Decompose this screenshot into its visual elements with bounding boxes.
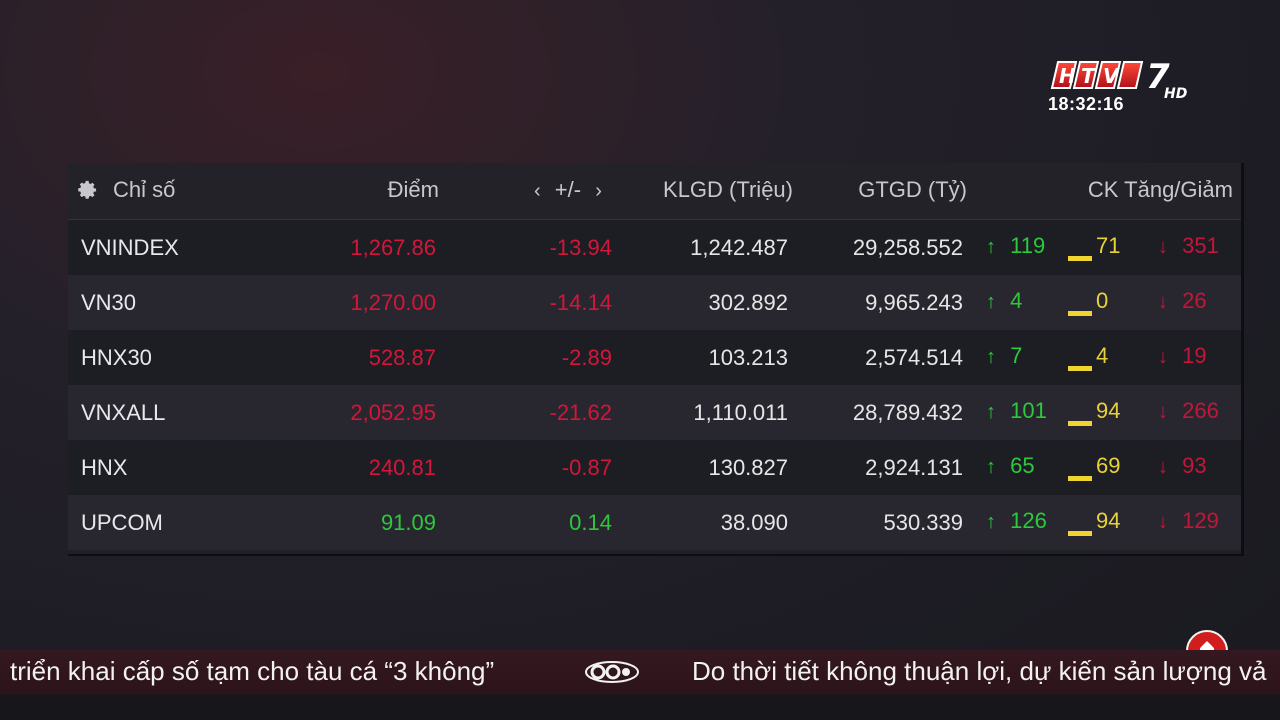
table-row[interactable]: UPCOM 91.09 0.14 38.090 530.339 ↑ 126 94 ↓ 129 xyxy=(68,495,1241,550)
table-row[interactable]: VNINDEX 1,267.86 -13.94 1,242.487 29,258.552… xyxy=(68,220,1241,275)
flat-bar-icon xyxy=(1068,256,1092,261)
trade-value: 2,574.514 xyxy=(865,345,963,370)
decliners: ↓ 351 xyxy=(1158,233,1219,258)
index-name: VNXALL xyxy=(81,400,166,425)
trade-volume: 1,242.487 xyxy=(690,235,788,260)
index-points: 2,052.95 xyxy=(350,400,436,425)
svg-text:7: 7 xyxy=(1146,58,1170,97)
index-points: 1,270.00 xyxy=(350,290,436,315)
advancers: ↑ 7 xyxy=(986,343,1023,368)
chevron-left-icon[interactable]: ‹ xyxy=(534,180,541,202)
index-name: HNX xyxy=(81,455,128,480)
arrow-down-icon: ↓ xyxy=(1158,346,1168,368)
table-header: Chỉ số Điểm ‹ +/- › KLGD (Triệu) GTGD (T… xyxy=(68,163,1241,220)
trade-volume: 103.213 xyxy=(708,345,788,370)
flat-bar-icon xyxy=(1068,476,1092,481)
arrow-down-icon: ↓ xyxy=(1158,401,1168,423)
header-change: ‹ +/- › xyxy=(534,177,602,202)
header-volume: KLGD (Triệu) xyxy=(663,177,793,202)
header-updown: CK Tăng/Giảm xyxy=(1087,177,1233,202)
index-change: -13.94 xyxy=(549,235,612,260)
decliners: ↓ 19 xyxy=(1158,343,1207,368)
arrow-up-icon: ↑ xyxy=(986,511,996,533)
table-row[interactable]: HNX 240.81 -0.87 130.827 2,924.131 ↑ 65 69 ↓ 93 xyxy=(68,440,1241,495)
arrow-up-icon: ↑ xyxy=(986,456,996,478)
advancers: ↑ 65 xyxy=(986,453,1035,478)
ticker-text-right: Do thời tiết không thuận lợi, dự kiến sả… xyxy=(692,656,1267,686)
decliners: ↓ 93 xyxy=(1158,453,1207,478)
broadcast-clock: 18:32:16 xyxy=(1048,94,1125,114)
gear-icon[interactable] xyxy=(77,180,99,202)
header-value: GTGD (Tỷ) xyxy=(858,177,967,202)
index-name: VN30 xyxy=(81,290,137,315)
decliners: ↓ 129 xyxy=(1158,508,1219,533)
advancers: ↑ 4 xyxy=(986,288,1023,313)
index-name: VNINDEX xyxy=(81,235,179,260)
flat-bar-icon xyxy=(1068,311,1092,316)
trade-volume: 1,110.011 xyxy=(693,400,788,425)
index-change: -14.14 xyxy=(549,290,612,315)
arrow-down-icon: ↓ xyxy=(1158,236,1168,258)
trade-value: 530.339 xyxy=(883,510,963,535)
svg-text:H: H xyxy=(1059,64,1076,88)
chevron-right-icon[interactable]: › xyxy=(595,180,602,202)
index-points: 91.09 xyxy=(380,510,436,535)
trade-value: 2,924.131 xyxy=(865,455,963,480)
header-index: Chỉ số xyxy=(113,177,176,202)
table-row[interactable]: HNX30 528.87 -2.89 103.213 2,574.514 ↑ 7 4 ↓ 19 xyxy=(68,330,1241,385)
flat-bar-icon xyxy=(1068,531,1092,536)
trade-volume: 302.892 xyxy=(708,290,788,315)
arrow-up-icon: ↑ xyxy=(986,236,996,258)
htv7-hd-logo: H T V 7 HD xyxy=(1046,58,1196,118)
htv-separator-logo-icon xyxy=(585,661,639,683)
index-name: UPCOM xyxy=(81,510,163,535)
ticker-text-left: triển khai cấp số tạm cho tàu cá “3 khôn… xyxy=(10,656,495,686)
svg-text:T: T xyxy=(1081,64,1096,88)
decliners: ↓ 26 xyxy=(1158,288,1207,313)
index-name: HNX30 xyxy=(81,345,152,370)
flat-bar-icon xyxy=(1068,421,1092,426)
trade-value: 9,965.243 xyxy=(865,290,963,315)
arrow-down-icon: ↓ xyxy=(1158,511,1168,533)
unchanged: 0 xyxy=(1068,288,1108,316)
arrow-up-icon: ↑ xyxy=(986,401,996,423)
arrow-down-icon: ↓ xyxy=(1158,456,1168,478)
index-change: -21.62 xyxy=(549,400,612,425)
unchanged: 4 xyxy=(1068,343,1108,371)
arrow-up-icon: ↑ xyxy=(986,346,996,368)
flat-bar-icon xyxy=(1068,366,1092,371)
bottom-band xyxy=(0,694,1280,720)
svg-text:V: V xyxy=(1103,64,1120,88)
unchanged: 94 xyxy=(1068,508,1120,536)
trade-volume: 130.827 xyxy=(708,455,788,480)
arrow-down-icon: ↓ xyxy=(1158,291,1168,313)
index-points: 240.81 xyxy=(368,455,436,480)
market-index-table: Chỉ số Điểm ‹ +/- › KLGD (Triệu) GTGD (T… xyxy=(68,163,1244,556)
advancers: ↑ 101 xyxy=(986,398,1047,423)
unchanged: 94 xyxy=(1068,398,1120,426)
news-ticker: triển khai cấp số tạm cho tàu cá “3 khôn… xyxy=(0,650,1280,694)
advancers: ↑ 119 xyxy=(986,233,1046,258)
svg-text:HD: HD xyxy=(1164,86,1187,102)
header-points: Điểm xyxy=(387,177,439,202)
table-row[interactable]: VN30 1,270.00 -14.14 302.892 9,965.243 ↑ 4 0 ↓ … xyxy=(68,275,1241,330)
trade-value: 29,258.552 xyxy=(852,235,963,260)
index-change: 0.14 xyxy=(569,510,612,535)
index-change: -2.89 xyxy=(561,345,612,370)
arrow-up-icon: ↑ xyxy=(986,291,996,313)
unchanged: 69 xyxy=(1068,453,1120,481)
index-points: 528.87 xyxy=(368,345,436,370)
table-row[interactable]: VNXALL 2,052.95 -21.62 1,110.011 28,789.432 ↑… xyxy=(68,385,1241,440)
index-points: 1,267.86 xyxy=(350,235,436,260)
decliners: ↓ 266 xyxy=(1158,398,1219,423)
advancers: ↑ 126 xyxy=(986,508,1047,533)
trade-value: 28,789.432 xyxy=(852,400,963,425)
unchanged: 71 xyxy=(1068,233,1120,261)
index-change: -0.87 xyxy=(561,455,612,480)
trade-volume: 38.090 xyxy=(720,510,788,535)
